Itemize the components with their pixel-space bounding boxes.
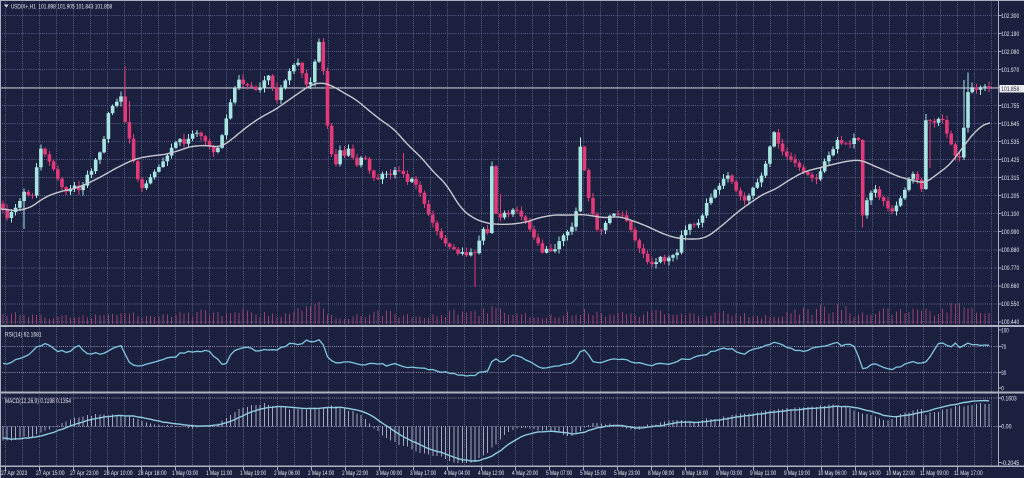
svg-text:28 Apr 10:00: 28 Apr 10:00	[104, 470, 133, 477]
svg-text:10 May 14:00: 10 May 14:00	[852, 470, 881, 477]
svg-text:27 Apr 23:00: 27 Apr 23:00	[70, 470, 99, 477]
svg-text:0.00: 0.00	[1001, 424, 1011, 431]
svg-text:102.300: 102.300	[1001, 13, 1019, 20]
svg-text:9 May 03:00: 9 May 03:00	[716, 470, 742, 477]
svg-text:5 May 15:00: 5 May 15:00	[580, 470, 606, 477]
svg-text:102.190: 102.190	[1001, 31, 1019, 38]
svg-text:8 May 08:00: 8 May 08:00	[648, 470, 674, 477]
svg-text:11 May 09:00: 11 May 09:00	[920, 470, 949, 477]
svg-text:2 May 22:00: 2 May 22:00	[342, 470, 368, 477]
svg-text:101.645: 101.645	[1001, 121, 1019, 128]
svg-text:102.080: 102.080	[1001, 49, 1019, 56]
svg-text:101.315: 101.315	[1001, 175, 1019, 182]
svg-text:28 Apr 18:00: 28 Apr 18:00	[138, 470, 167, 477]
svg-text:100.990: 100.990	[1001, 229, 1019, 236]
svg-text:30: 30	[1001, 370, 1006, 377]
svg-text:100.440: 100.440	[1001, 319, 1019, 326]
svg-text:11 May 17:00: 11 May 17:00	[954, 470, 983, 477]
svg-text:9 May 19:00: 9 May 19:00	[784, 470, 810, 477]
svg-text:4 May 20:00: 4 May 20:00	[512, 470, 538, 477]
svg-text:4 May 12:00: 4 May 12:00	[478, 470, 504, 477]
svg-text:101.755: 101.755	[1001, 103, 1019, 110]
svg-text:101.425: 101.425	[1001, 157, 1019, 164]
svg-text:27 Apr 2023: 27 Apr 2023	[1, 470, 27, 477]
svg-text:-0.2045: -0.2045	[1001, 460, 1019, 467]
svg-text:0.1603: 0.1603	[1001, 395, 1017, 402]
svg-text:100.880: 100.880	[1001, 247, 1019, 254]
svg-text:3 May 09:00: 3 May 09:00	[376, 470, 402, 477]
svg-text:5 May 23:00: 5 May 23:00	[614, 470, 640, 477]
svg-text:27 Apr 15:00: 27 Apr 15:00	[36, 470, 65, 477]
svg-text:101.970: 101.970	[1001, 67, 1019, 74]
svg-text:USDIX+,H1 101.898 101.905 101: USDIX+,H1 101.898 101.905 101.843 101.85…	[11, 3, 113, 10]
svg-text:RSI(14) 62.1681: RSI(14) 62.1681	[5, 332, 42, 339]
svg-text:100: 100	[1001, 327, 1009, 334]
svg-text:101.858: 101.858	[1001, 86, 1019, 93]
svg-text:9 May 11:00: 9 May 11:00	[750, 470, 776, 477]
svg-text:1 May 11:00: 1 May 11:00	[206, 470, 232, 477]
svg-text:10 May 06:00: 10 May 06:00	[818, 470, 847, 477]
svg-text:1 May 19:00: 1 May 19:00	[240, 470, 266, 477]
svg-text:101.205: 101.205	[1001, 193, 1019, 200]
svg-text:100.660: 100.660	[1001, 283, 1019, 290]
svg-text:10 May 22:00: 10 May 22:00	[886, 470, 915, 477]
svg-text:2 May 06:00: 2 May 06:00	[274, 470, 300, 477]
svg-text:101.100: 101.100	[1001, 211, 1019, 218]
svg-text:MACD(12,26,9) 0.1198 0.1354: MACD(12,26,9) 0.1198 0.1354	[5, 398, 71, 405]
svg-text:100.550: 100.550	[1001, 301, 1019, 308]
svg-text:0: 0	[1001, 385, 1004, 392]
svg-text:100.770: 100.770	[1001, 265, 1019, 272]
svg-text:101.535: 101.535	[1001, 139, 1019, 146]
svg-text:2 May 14:00: 2 May 14:00	[308, 470, 334, 477]
svg-text:5 May 07:00: 5 May 07:00	[546, 470, 572, 477]
svg-text:70: 70	[1001, 344, 1006, 351]
svg-text:4 May 04:00: 4 May 04:00	[444, 470, 470, 477]
svg-text:1 May 03:00: 1 May 03:00	[172, 470, 198, 477]
svg-text:3 May 17:00: 3 May 17:00	[410, 470, 436, 477]
svg-text:8 May 16:00: 8 May 16:00	[682, 470, 708, 477]
